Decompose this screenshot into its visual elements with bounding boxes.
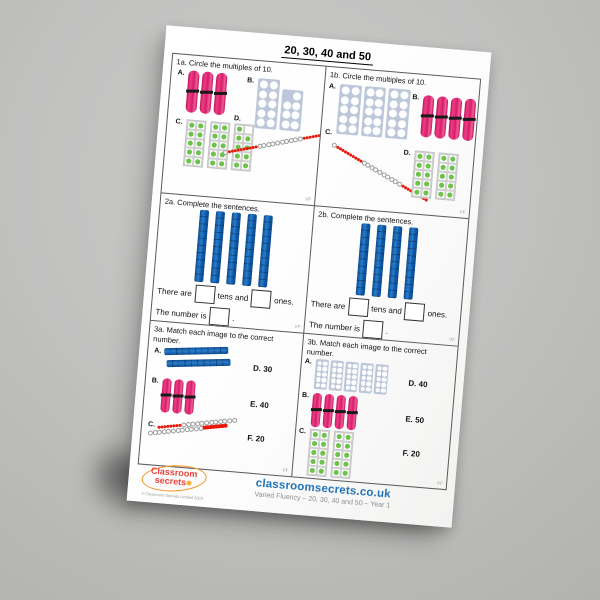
- item-letter: A.: [328, 83, 337, 91]
- ten-frames-image: [410, 150, 463, 201]
- straw-bundles-image: [185, 70, 230, 116]
- sentence-text: tens and: [370, 303, 403, 316]
- worksheet-table: 1a. Circle the multiples of 10. A. B. C.…: [137, 52, 482, 491]
- item-letter: A.: [153, 347, 162, 355]
- numicon-shapes-image: [336, 83, 413, 140]
- bead-string-image: [147, 417, 238, 436]
- sentence-text: .: [232, 313, 236, 323]
- item-letter: D.: [233, 115, 242, 123]
- item-letter: A.: [304, 357, 313, 366]
- sentence-text: The number is: [308, 319, 361, 333]
- cell-3b: 3b. Match each image to the correct numb…: [292, 334, 457, 489]
- cell-1a: 1a. Circle the multiples of 10. A. B. C.…: [161, 53, 327, 207]
- ten-frames-image: [306, 428, 358, 480]
- cell-2b: 2b. Complete the sentences. There are te…: [304, 206, 469, 347]
- sentence-text: tens and: [217, 290, 249, 303]
- worksheet-page: 20, 30, 40 and 50 1a. Circle the multipl…: [126, 25, 492, 528]
- item-letter: C.: [147, 421, 156, 429]
- star-icon: ✱: [185, 480, 193, 489]
- cell-3a: 3a. Match each image to the correct numb…: [138, 320, 305, 477]
- logo-oval-swoosh: Classroom secrets✱: [145, 465, 203, 492]
- classroom-secrets-logo: Classroom secrets✱ © Classroom Secrets L…: [139, 465, 207, 502]
- vf-watermark: VF: [304, 196, 312, 203]
- sentence-text: There are: [156, 285, 193, 298]
- base-ten-rods-image: [164, 346, 231, 372]
- option-f: F. 20: [402, 448, 421, 459]
- item-letter: A.: [177, 69, 185, 77]
- base-ten-rods-image: [355, 223, 426, 300]
- item-letter: B.: [151, 377, 159, 385]
- straw-bundles-image: [160, 378, 199, 415]
- item-letter: B.: [412, 94, 420, 102]
- sentence-text: There are: [310, 298, 346, 311]
- answer-box-number: [362, 319, 384, 340]
- numicon-shapes-image: [254, 78, 307, 132]
- item-letter: B.: [301, 391, 310, 400]
- item-letter: C.: [298, 427, 307, 436]
- item-letter: B.: [246, 77, 255, 85]
- option-d: D. 40: [408, 378, 428, 390]
- vf-watermark: VF: [282, 467, 289, 474]
- item-letter: D.: [403, 149, 411, 158]
- cell-1b: 1b. Circle the multiples of 10. A. B. C.…: [314, 66, 481, 220]
- answer-box-number: [208, 306, 231, 327]
- answer-box-tens: [194, 284, 216, 305]
- straw-bundles-image: [420, 94, 479, 142]
- numicon-shapes-image: [313, 358, 391, 395]
- vf-watermark: VF: [436, 480, 444, 487]
- sentence-text: The number is: [155, 306, 207, 321]
- sentence-text: ones.: [427, 308, 448, 320]
- answer-box-tens: [347, 297, 370, 318]
- answer-box-ones: [250, 289, 273, 309]
- option-e: E. 40: [249, 399, 270, 411]
- copyright-text: © Classroom Secrets Limited 2023: [141, 491, 204, 502]
- option-d: D. 30: [252, 363, 273, 375]
- cell-2a: 2a. Complete the sentences. There are te…: [150, 193, 315, 334]
- sentence-text: ones.: [273, 295, 295, 307]
- item-letter: C.: [324, 128, 333, 137]
- base-ten-rods-image: [194, 209, 280, 288]
- vf-watermark: VF: [294, 323, 301, 331]
- option-e: E. 50: [405, 414, 425, 426]
- vf-watermark: VF: [448, 336, 456, 344]
- item-letter: C.: [175, 118, 183, 126]
- option-f: F. 20: [246, 433, 265, 444]
- straw-bundles-image: [310, 392, 361, 431]
- vf-watermark: VF: [459, 209, 467, 216]
- sentence-text: .: [385, 326, 389, 336]
- answer-box-ones: [404, 302, 426, 322]
